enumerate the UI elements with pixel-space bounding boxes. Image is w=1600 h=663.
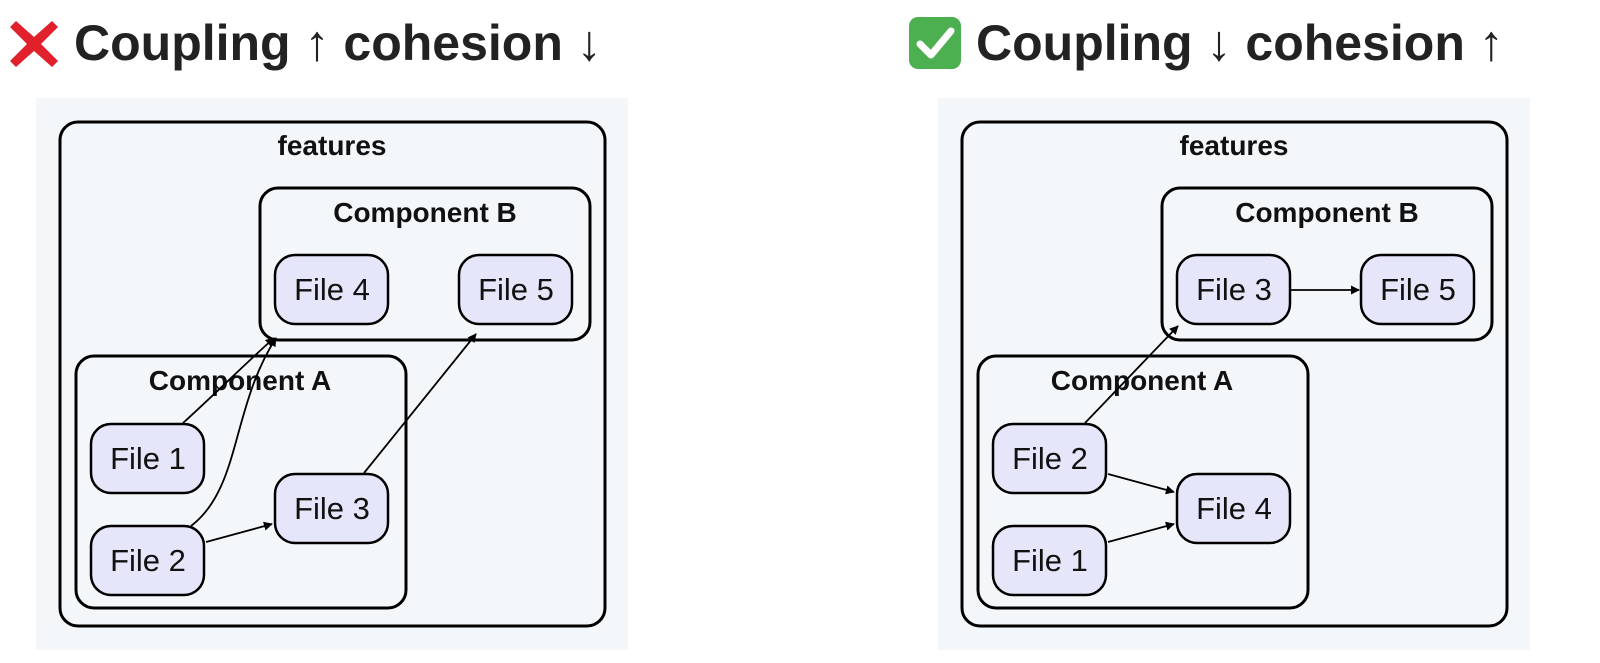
cluster-features: features [960,120,1509,628]
green-check-mark-icon [909,17,961,69]
node-file-3-label: File 3 [294,491,370,526]
cluster-component-b-label: Component B [1235,197,1419,228]
red-cross-mark-icon [10,21,58,67]
right-title-text: Coupling ↓ cohesion ↑ [976,15,1504,71]
edge-file3-to-file5 [363,333,477,474]
edge-file2-to-file4 [190,337,277,527]
node-file-1: File 1 [991,524,1108,597]
node-file-5: File 5 [1359,253,1476,326]
cluster-features-label: features [1180,130,1289,161]
node-file-3: File 3 [273,472,390,545]
node-file-2: File 2 [991,422,1108,495]
left-diagram-svg: features Component B Component A File 4 … [36,98,628,650]
cluster-component-b-label: Component B [333,197,517,228]
right-diagram: features Component B Component A File 3 … [938,98,1530,650]
edge-file2-to-file4 [1107,473,1175,495]
node-file-1-label: File 1 [1012,543,1088,578]
cluster-component-a-label: Component A [1051,365,1234,396]
node-file-4-label: File 4 [1196,491,1272,526]
edge-file1-to-file4 [182,337,275,424]
node-file-2-label: File 2 [110,543,186,578]
left-panel-title: Coupling ↑ cohesion ↓ [8,8,602,78]
node-file-5-label: File 5 [478,272,554,307]
cluster-features-label: features [278,130,387,161]
node-file-5-label: File 5 [1380,272,1456,307]
cluster-component-a: Component A [74,354,408,610]
node-file-1: File 1 [89,422,206,495]
node-file-2-label: File 2 [1012,441,1088,476]
node-file-3: File 3 [1175,253,1292,326]
cluster-component-a: Component A [976,354,1310,610]
node-file-2: File 2 [89,524,206,597]
right-panel-title: Coupling ↓ cohesion ↑ [908,8,1504,78]
edge-file2-to-file3 [205,521,273,543]
node-file-4: File 4 [273,253,390,326]
node-file-4: File 4 [1175,472,1292,545]
node-file-4-label: File 4 [294,272,370,307]
cluster-component-b: Component B [258,186,592,342]
left-diagram: features Component B Component A File 4 … [36,98,628,650]
node-file-5: File 5 [457,253,574,326]
node-file-1-label: File 1 [110,441,186,476]
cluster-component-b: Component B [1160,186,1494,342]
edge-file2-to-file3 [1084,325,1179,424]
edge-file1-to-file4 [1107,521,1175,543]
cluster-features: features [58,120,607,628]
node-file-3-label: File 3 [1196,272,1272,307]
right-diagram-svg: features Component B Component A File 3 … [938,98,1530,650]
left-title-text: Coupling ↑ cohesion ↓ [74,15,602,71]
